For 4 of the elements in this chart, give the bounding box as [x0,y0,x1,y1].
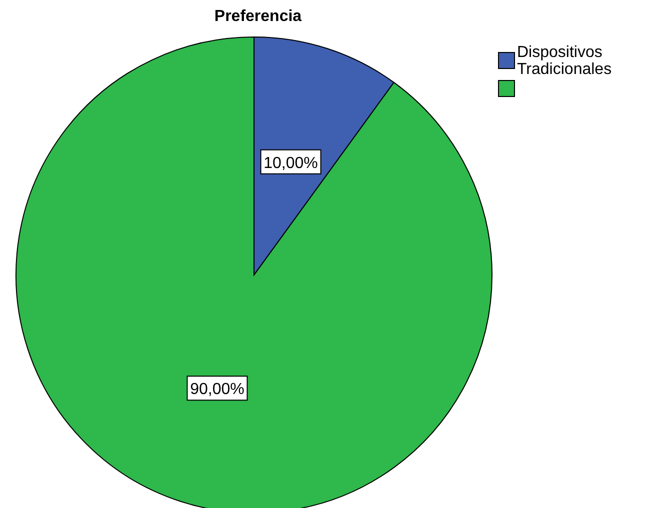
chart-title: Preferencia [213,8,303,26]
data-label: 10,00% [264,154,318,172]
data-label: 90,00% [190,381,244,398]
legend-label: Dispositivos Tradicionales [517,44,613,78]
